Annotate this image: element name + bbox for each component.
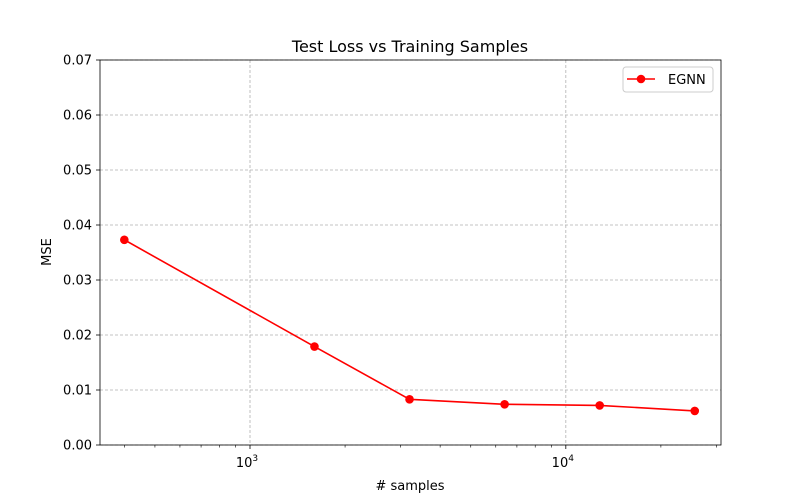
- y-tick-label: 0.07: [63, 54, 92, 69]
- y-tick-label: 0.01: [63, 384, 92, 399]
- data-point: [500, 400, 509, 409]
- plot-frame: [99, 59, 722, 446]
- series-line-egnn: [123, 239, 695, 412]
- y-tick-label: 0.03: [63, 274, 92, 289]
- x-tick-label: 103: [236, 454, 258, 471]
- chart-title: Test Loss vs Training Samples: [291, 37, 528, 56]
- y-tick-label: 0.02: [63, 329, 92, 344]
- data-point: [310, 342, 319, 351]
- data-point: [405, 395, 414, 404]
- legend: EGNN: [622, 66, 714, 93]
- x-tick-label: 104: [552, 454, 575, 471]
- y-tick-label: 0.00: [63, 439, 92, 454]
- y-tick-label: 0.06: [63, 109, 92, 124]
- data-point: [690, 406, 700, 416]
- legend-marker-egnn: [636, 74, 646, 84]
- y-tick-label: 0.04: [63, 219, 92, 234]
- series-layer: [120, 235, 700, 416]
- data-point: [595, 401, 604, 410]
- legend-box: [622, 66, 714, 93]
- legend-label-egnn: EGNN: [668, 73, 706, 88]
- ticks-layer: 0.00 0.01 0.02 0.03 0.04 0.05 0.06 0.07 103 104: [63, 54, 717, 471]
- x-axis-label: # samples: [375, 479, 444, 494]
- grid-layer: [100, 59, 721, 446]
- data-point: [120, 235, 129, 245]
- y-axis-label: MSE: [40, 238, 55, 266]
- y-tick-label: 0.05: [63, 164, 92, 179]
